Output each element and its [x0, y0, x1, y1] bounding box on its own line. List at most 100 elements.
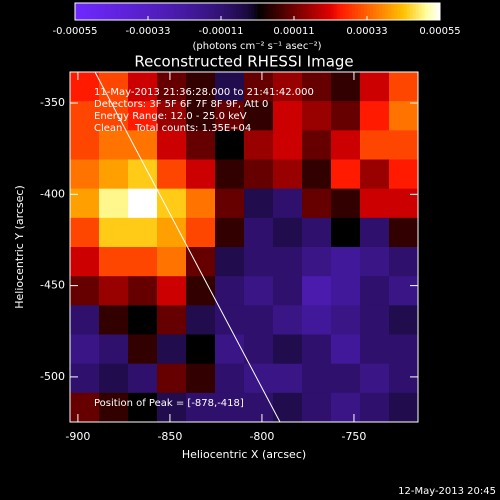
- colorbar-swatch: [400, 3, 404, 20]
- colorbar-swatch: [427, 3, 432, 20]
- heatmap-cell: [389, 159, 419, 190]
- heatmap-cell: [389, 130, 419, 160]
- colorbar-swatch: [333, 3, 338, 20]
- x-tick-label: -800: [249, 430, 274, 443]
- heatmap-cell: [99, 188, 129, 219]
- heatmap-cell: [70, 72, 100, 102]
- colorbar-swatch: [239, 3, 243, 20]
- colorbar-swatch: [357, 3, 362, 20]
- colorbar-swatch: [370, 3, 374, 20]
- plot-frame: [69, 71, 419, 423]
- heatmap-cell: [302, 392, 332, 423]
- colorbar-swatch: [318, 3, 322, 20]
- colorbar-swatch: [367, 3, 371, 20]
- heatmap-cell: [244, 188, 274, 219]
- colorbar-swatch: [248, 3, 252, 20]
- heatmap-cell: [389, 101, 419, 131]
- heatmap-cell: [273, 188, 303, 219]
- colorbar-swatch: [117, 3, 122, 20]
- footer: 12-May-2013 20:45: [398, 486, 496, 497]
- heatmap-cell: [215, 305, 245, 335]
- colorbar-swatch: [412, 3, 417, 20]
- x-tick-label: -850: [157, 430, 182, 443]
- heatmap-cell: [331, 101, 361, 131]
- heatmap-cell: [215, 101, 245, 131]
- colorbar-swatch: [157, 3, 161, 20]
- colorbar-swatch: [126, 3, 131, 20]
- colorbar-swatch: [199, 3, 204, 20]
- heatmap-cell: [70, 247, 100, 277]
- heatmap-cell: [70, 188, 100, 219]
- heatmap-cell: [244, 392, 274, 423]
- heatmap-cell: [99, 363, 129, 394]
- colorbar-swatch: [154, 3, 158, 20]
- heatmap-cell: [360, 159, 390, 190]
- colorbar-swatch: [294, 3, 298, 20]
- colorbar-swatch: [266, 3, 271, 20]
- heatmap-cell: [389, 276, 419, 306]
- heatmap-cell: [389, 72, 419, 102]
- colorbar-swatch: [312, 3, 316, 20]
- colorbar-swatch: [409, 3, 414, 20]
- heatmap-cell: [389, 217, 419, 248]
- colorbar-swatch: [272, 3, 277, 20]
- colorbar-swatch: [160, 3, 164, 20]
- heatmap-cell: [70, 305, 100, 335]
- colorbar-swatch: [190, 3, 195, 20]
- heatmap-cell: [302, 72, 332, 102]
- heatmap-cell: [215, 159, 245, 190]
- colorbar-swatch: [284, 3, 289, 20]
- heatmap-cell: [128, 188, 158, 219]
- heatmap-cell: [389, 392, 419, 423]
- heatmap-cell: [215, 130, 245, 160]
- colorbar-swatch: [227, 3, 231, 20]
- heatmap-cell: [389, 188, 419, 219]
- heatmap-cell: [389, 247, 419, 277]
- heatmap-cell: [128, 276, 158, 306]
- colorbar-swatch: [315, 3, 319, 20]
- colorbar-swatch: [175, 3, 179, 20]
- colorbar-swatch: [151, 3, 155, 20]
- heatmap-cell: [360, 305, 390, 335]
- heatmap-cell: [244, 130, 274, 160]
- x-tick-label: -900: [65, 430, 90, 443]
- colorbar-swatch: [169, 3, 173, 20]
- heatmap-cell: [244, 334, 274, 365]
- heatmap-cell: [157, 247, 187, 277]
- annotation: 11-May-2013 21:36:28.000 to 21:41:42.000: [94, 87, 314, 98]
- colorbar-tick-label: 0.00033: [346, 26, 387, 37]
- heatmap-cell: [273, 247, 303, 277]
- colorbar-swatch: [263, 3, 268, 20]
- heatmap-cell: [302, 159, 332, 190]
- heatmap-cell: [128, 130, 158, 160]
- colorbar-swatch: [163, 3, 167, 20]
- heatmap-cell: [331, 217, 361, 248]
- colorbar-swatch: [123, 3, 128, 20]
- colorbar-swatch: [224, 3, 228, 20]
- heatmap-cell: [331, 72, 361, 102]
- heatmap-cell: [157, 334, 187, 365]
- heatmap-cell: [157, 276, 187, 306]
- colorbar-swatch: [108, 3, 112, 20]
- heatmap-cell: [331, 247, 361, 277]
- heatmap: [70, 72, 419, 423]
- colorbar-swatch: [184, 3, 189, 20]
- colorbar-swatch: [373, 3, 377, 20]
- colorbar-swatch: [114, 3, 119, 20]
- y-tick-label: -400: [40, 187, 65, 200]
- heatmap-cell: [331, 392, 361, 423]
- colorbar-swatch: [360, 3, 365, 20]
- heatmap-cell: [99, 159, 129, 190]
- heatmap-cell: [215, 247, 245, 277]
- heatmap-cell: [360, 72, 390, 102]
- colorbar-swatch: [178, 3, 182, 20]
- heatmap-cell: [70, 159, 100, 190]
- colorbar-swatch: [287, 3, 292, 20]
- heatmap-cell: [244, 72, 274, 102]
- colorbar-swatch: [96, 3, 100, 20]
- heatmap-cell: [215, 334, 245, 365]
- colorbar-swatch: [245, 3, 249, 20]
- colorbar-swatch: [424, 3, 429, 20]
- heatmap-cell: [99, 392, 129, 423]
- colorbar-swatch: [415, 3, 420, 20]
